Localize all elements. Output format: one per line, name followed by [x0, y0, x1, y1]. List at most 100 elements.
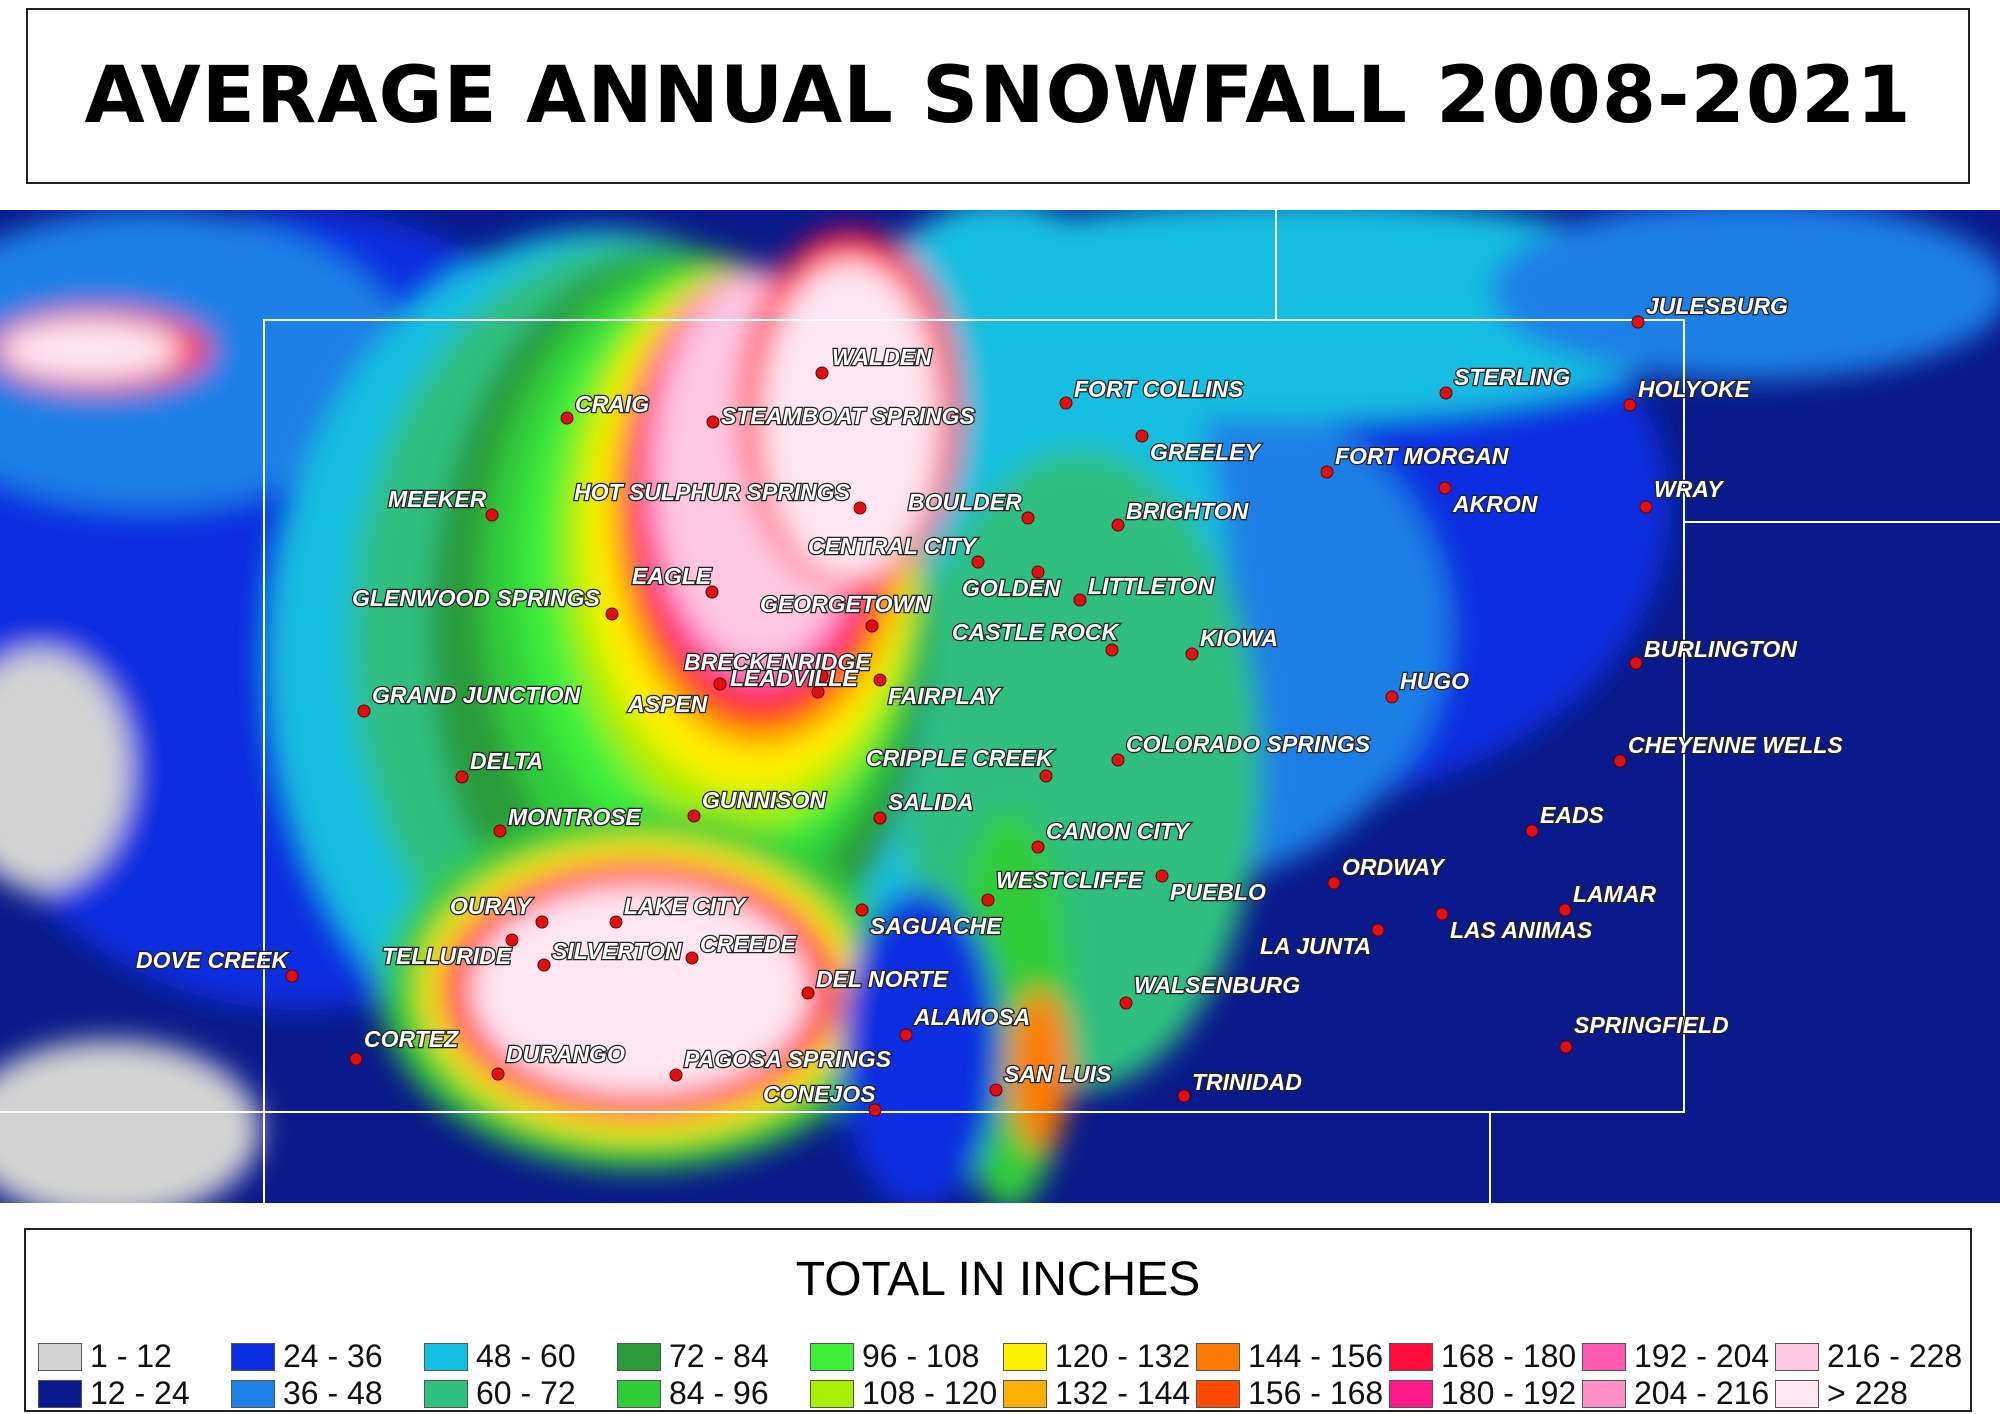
city-marker-breckenridge: [811, 685, 825, 699]
legend-item: 192 - 204: [1582, 1338, 1769, 1375]
city-label-grand-junction: GRAND JUNCTION: [372, 682, 581, 708]
state-borders: [0, 210, 2000, 1203]
legend-swatch: [231, 1342, 275, 1371]
city-label-las-animas: LAS ANIMAS: [1450, 917, 1593, 943]
legend-item: 60 - 72: [424, 1375, 576, 1412]
city-label-walden: WALDEN: [832, 344, 932, 370]
legend-label: 72 - 84: [669, 1338, 769, 1374]
legend-label: 96 - 108: [862, 1338, 980, 1374]
city-marker-alamosa: [899, 1028, 913, 1042]
city-marker-dove-creek: [285, 969, 299, 983]
city-label-central-city: CENTRAL CITY: [808, 533, 979, 559]
legend-swatch: [1775, 1342, 1819, 1371]
map-title: AVERAGE ANNUAL SNOWFALL 2008-2021: [84, 51, 1912, 141]
city-marker-walden: [815, 366, 829, 380]
city-label-saguache: SAGUACHE: [870, 913, 1002, 939]
city-marker-hugo: [1385, 690, 1399, 704]
legend-item: 156 - 168: [1196, 1375, 1383, 1412]
city-label-westcliffe: WESTCLIFFE: [996, 867, 1144, 893]
legend-label: 108 - 120: [862, 1375, 998, 1411]
city-marker-castle-rock: [1105, 643, 1119, 657]
city-marker-cheyenne-wells: [1613, 754, 1627, 768]
city-label-holyoke: HOLYOKE: [1638, 376, 1751, 402]
city-marker-san-luis: [989, 1083, 1003, 1097]
legend-item: 72 - 84: [617, 1338, 769, 1375]
city-marker-walsenburg: [1119, 996, 1133, 1010]
city-marker-kiowa: [1185, 647, 1199, 661]
city-label-julesburg: JULESBURG: [1646, 293, 1788, 319]
city-marker-hot-sulphur-springs: [853, 501, 867, 515]
legend-item: 48 - 60: [424, 1338, 576, 1375]
city-label-eads: EADS: [1540, 802, 1605, 828]
city-label-georgetown: GEORGETOWN: [760, 591, 931, 617]
legend-label: 144 - 156: [1248, 1338, 1384, 1374]
legend-item: 168 - 180: [1389, 1338, 1576, 1375]
city-label-silverton: SILVERTON: [552, 938, 682, 964]
legend-label: 12 - 24: [90, 1375, 190, 1411]
city-marker-durango: [491, 1067, 505, 1081]
city-marker-brighton: [1111, 518, 1125, 532]
city-label-conejos: CONEJOS: [763, 1081, 876, 1107]
legend-swatch: [810, 1342, 854, 1371]
city-marker-littleton: [1073, 593, 1087, 607]
city-label-lake-city: LAKE CITY: [624, 893, 748, 919]
city-label-montrose: MONTROSE: [508, 804, 642, 830]
legend-swatch: [617, 1342, 661, 1371]
city-label-delta: DELTA: [470, 748, 543, 774]
city-marker-eads: [1525, 824, 1539, 838]
legend-item: 204 - 216: [1582, 1375, 1769, 1412]
city-marker-grand-junction: [357, 704, 371, 718]
city-label-aspen: ASPEN: [627, 691, 708, 717]
city-marker-greeley: [1135, 429, 1149, 443]
snowfall-field: [0, 210, 2000, 1203]
city-marker-boulder: [1021, 511, 1035, 525]
city-label-brighton: BRIGHTON: [1126, 498, 1249, 524]
city-label-gunnison: GUNNISON: [702, 787, 826, 813]
legend-item: 108 - 120: [810, 1375, 997, 1412]
city-marker-fairplay: [873, 673, 887, 687]
legend-label: 120 - 132: [1055, 1338, 1191, 1374]
legend-label: 192 - 204: [1634, 1338, 1770, 1374]
city-label-cripple-creek: CRIPPLE CREEK: [866, 745, 1054, 771]
city-marker-meeker: [485, 508, 499, 522]
legend-item: > 228: [1775, 1375, 1908, 1412]
city-label-burlington: BURLINGTON: [1644, 636, 1797, 662]
city-label-fort-collins: FORT COLLINS: [1074, 376, 1244, 402]
city-label-hugo: HUGO: [1400, 668, 1469, 694]
city-marker-saguache: [855, 903, 869, 917]
city-label-colorado-springs: COLORADO SPRINGS: [1126, 731, 1371, 757]
city-marker-leadville: [815, 669, 829, 683]
legend-item: 12 - 24: [38, 1375, 190, 1412]
city-marker-lamar: [1558, 903, 1572, 917]
legend-swatch: [1775, 1379, 1819, 1408]
city-marker-sterling: [1439, 386, 1453, 400]
city-label-alamosa: ALAMOSA: [913, 1004, 1030, 1030]
city-label-craig: CRAIG: [575, 391, 649, 417]
city-label-leadville: LEADVILLE: [730, 665, 858, 691]
city-label-telluride: TELLURIDE: [382, 943, 512, 969]
city-label-wray: WRAY: [1654, 476, 1725, 502]
city-marker-pueblo: [1155, 869, 1169, 883]
city-marker-cortez: [349, 1052, 363, 1066]
legend-label: 180 - 192: [1441, 1375, 1577, 1411]
city-marker-la-junta: [1371, 923, 1385, 937]
city-layer: JULESBURG WALDEN FORT COLLINS STERLING HOLYO…: [135, 292, 1845, 1117]
city-marker-creede: [685, 951, 699, 965]
city-marker-silverton: [537, 958, 551, 972]
legend-label: 48 - 60: [476, 1338, 576, 1374]
city-label-breckenridge: BRECKENRIDGE: [684, 649, 871, 675]
legend-label: 1 - 12: [90, 1338, 172, 1374]
legend-label: 24 - 36: [283, 1338, 383, 1374]
legend-label: > 228: [1827, 1375, 1908, 1411]
legend-title: TOTAL IN INCHES: [795, 1253, 1201, 1306]
city-label-creede: CREEDE: [700, 931, 797, 957]
legend-label: 156 - 168: [1248, 1375, 1384, 1411]
city-marker-akron: [1438, 481, 1452, 495]
legend-item: 36 - 48: [231, 1375, 383, 1412]
city-marker-ordway: [1327, 876, 1341, 890]
city-label-hot-sulphur-springs: HOT SULPHUR SPRINGS: [574, 479, 851, 505]
legend-item: 24 - 36: [231, 1338, 383, 1375]
legend-label: 36 - 48: [283, 1375, 383, 1411]
legend-swatch: [1196, 1342, 1240, 1371]
city-label-castle-rock: CASTLE ROCK: [952, 619, 1120, 645]
